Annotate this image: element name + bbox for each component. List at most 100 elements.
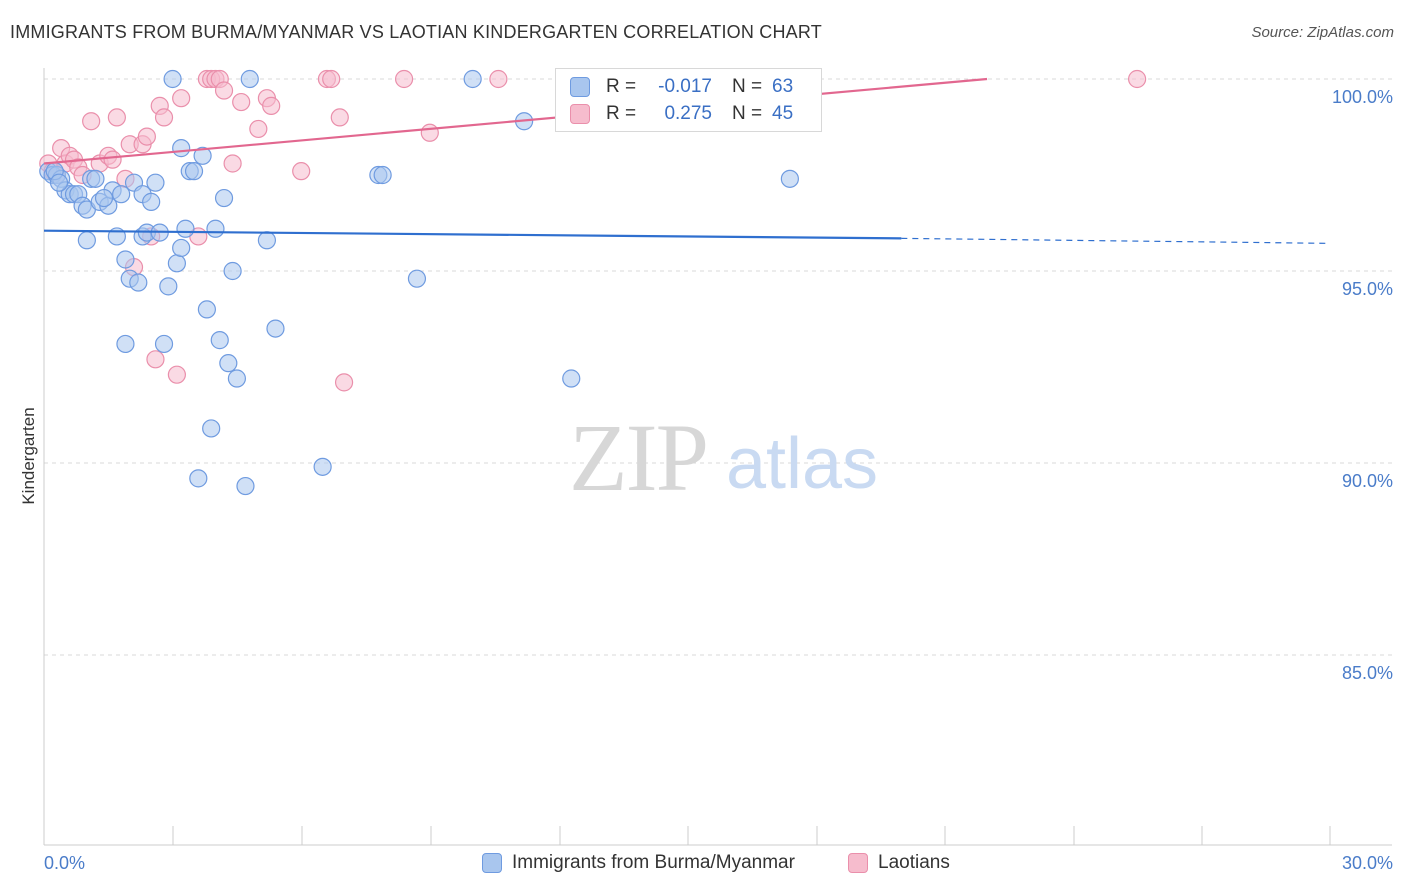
laotians-point [214,81,234,100]
laotians-point [223,154,242,173]
laotians-point [146,350,165,369]
burma-point [197,300,216,319]
burma-point [77,231,96,250]
laotians-point [322,69,341,89]
burma-point [176,219,195,238]
axes [43,68,1392,846]
burma-point [159,277,178,296]
burma-point [202,419,221,438]
burma-point [236,476,255,496]
burma-trend-extension [901,237,1331,244]
burma-point [172,238,191,258]
chart-title: IMMIGRANTS FROM BURMA/MYANMAR VS LAOTIAN… [10,22,822,42]
stats-n-value: 45 [772,103,794,124]
burma-point [163,69,182,89]
laotians-point [1127,69,1147,89]
laotians-point [420,123,439,142]
burma-point [223,261,242,281]
burma-point [562,369,581,388]
legend-label-burma: Immigrants from Burma/Myanmar [512,852,795,873]
burma-point [94,188,114,208]
laotians-point [167,365,186,384]
stats-row-burma: R = -0.017 N = 63 [570,73,793,101]
laotians-point [249,119,268,139]
burma-point [227,369,246,388]
legend: Immigrants from Burma/Myanmar Laotians [0,848,1406,880]
y-tick-label: 85.0% [1342,663,1393,683]
burma-point [167,254,186,273]
burma-point [154,334,174,354]
x-tick-label-min: 0.0% [44,853,85,873]
laotians-point [489,69,508,89]
y-axis-label: Kindergarten [19,407,38,504]
burma-point [257,231,277,250]
burma-point [116,250,135,269]
laotians-points [39,69,1147,392]
y-tick-label: 95.0% [1342,279,1393,299]
laotians-point [172,89,191,108]
burma-point [463,69,482,89]
stats-swatch-burma [570,77,590,97]
burma-trend-line [43,229,902,240]
laotians-point [154,108,174,127]
laotians-point [394,69,414,89]
laotians-point [232,92,251,112]
burma-point [184,162,204,181]
burma-point [129,273,148,292]
burma-point [142,192,161,211]
stats-swatch-laotians [570,104,590,124]
burma-point [407,269,427,288]
burma-point [313,457,332,476]
legend-item-laotians[interactable]: Laotians [848,852,950,874]
trend-lines [43,77,1331,244]
stats-n-label: N = [732,76,763,97]
tick-labels: 100.0% 95.0% 90.0% 85.0% 0.0% 30.0% [44,87,1393,873]
burma-point [219,354,238,373]
burma-point [206,219,225,238]
y-tick-label: 100.0% [1332,87,1393,107]
stats-r-label: R = [606,103,637,124]
laotians-point [103,150,122,169]
burma-point [146,173,165,192]
burma-point [49,173,69,192]
stats-r-value: -0.017 [658,76,712,97]
laotians-point [292,162,311,181]
burma-point [86,169,105,188]
burma-point [116,334,135,354]
x-tick-label-max: 30.0% [1342,853,1393,873]
legend-label-laotians: Laotians [878,852,950,873]
laotians-point [82,112,101,131]
laotians-point [334,373,354,392]
laotians-point [107,108,126,127]
y-tick-label: 90.0% [1342,471,1393,491]
burma-point [210,331,229,350]
legend-swatch-laotians [848,853,868,873]
stats-legend: R = -0.017 N = 63 R = 0.275 N = 45 [555,68,822,132]
source-label: Source: ZipAtlas.com [1251,24,1394,41]
burma-point [240,69,259,89]
stats-n-label: N = [732,103,763,124]
legend-item-burma[interactable]: Immigrants from Burma/Myanmar [482,852,795,874]
watermark-zip: ZIP [569,404,707,511]
burma-point [780,169,799,188]
laotians-point [137,127,156,146]
stats-n-value: 63 [772,76,794,97]
legend-swatch-burma [482,853,502,873]
stats-r-label: R = [606,76,637,97]
burma-point [193,146,212,165]
gridlines [44,78,1392,656]
laotians-point [262,96,281,115]
laotians-trend-line [43,77,988,165]
burma-point [373,165,392,185]
watermark: ZIP atlas [569,404,878,511]
burma-point [266,319,285,338]
stats-row-laotians: R = 0.275 N = 45 [570,100,793,128]
burma-point [214,188,234,208]
laotians-point [330,108,349,127]
burma-point [172,139,191,158]
burma-point [189,469,208,488]
burma-point [112,185,131,204]
stats-r-value: 0.275 [664,103,712,124]
watermark-atlas: atlas [726,424,878,504]
